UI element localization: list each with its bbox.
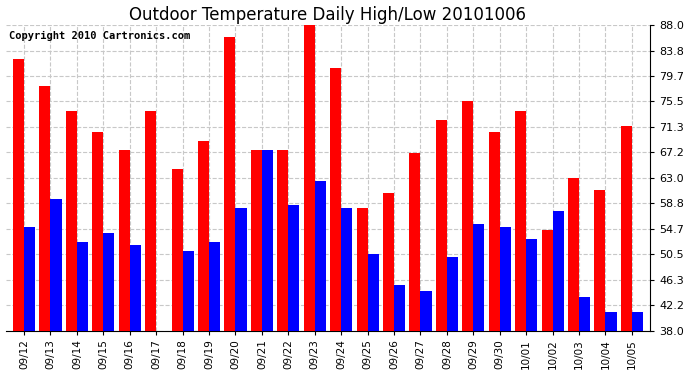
Bar bbox=[462, 102, 473, 330]
Bar bbox=[315, 181, 326, 330]
Bar bbox=[436, 120, 447, 330]
Bar bbox=[288, 206, 299, 330]
Bar bbox=[368, 254, 379, 330]
Bar bbox=[209, 242, 220, 330]
Text: Copyright 2010 Cartronics.com: Copyright 2010 Cartronics.com bbox=[9, 31, 190, 41]
Bar bbox=[24, 227, 35, 330]
Bar bbox=[383, 193, 394, 330]
Bar bbox=[579, 297, 590, 330]
Bar bbox=[473, 224, 484, 330]
Bar bbox=[489, 132, 500, 330]
Bar bbox=[447, 257, 458, 330]
Bar bbox=[104, 233, 115, 330]
Bar bbox=[262, 150, 273, 330]
Bar bbox=[594, 190, 606, 330]
Bar bbox=[198, 141, 209, 330]
Bar bbox=[145, 111, 156, 330]
Bar bbox=[621, 126, 632, 330]
Bar bbox=[526, 239, 538, 330]
Bar bbox=[357, 209, 368, 330]
Bar bbox=[77, 242, 88, 330]
Bar bbox=[13, 59, 24, 330]
Bar bbox=[172, 169, 183, 330]
Bar bbox=[119, 150, 130, 330]
Bar bbox=[330, 68, 341, 330]
Bar bbox=[500, 227, 511, 330]
Bar bbox=[409, 153, 420, 330]
Bar bbox=[632, 312, 643, 330]
Bar bbox=[224, 38, 235, 330]
Bar bbox=[304, 22, 315, 330]
Bar bbox=[341, 209, 353, 330]
Bar bbox=[183, 251, 194, 330]
Bar bbox=[515, 111, 526, 330]
Bar bbox=[277, 150, 288, 330]
Bar bbox=[606, 312, 617, 330]
Bar bbox=[50, 199, 61, 330]
Bar bbox=[235, 209, 246, 330]
Bar bbox=[542, 230, 553, 330]
Title: Outdoor Temperature Daily High/Low 20101006: Outdoor Temperature Daily High/Low 20101… bbox=[130, 6, 526, 24]
Bar bbox=[92, 132, 104, 330]
Bar bbox=[66, 111, 77, 330]
Bar bbox=[39, 86, 50, 330]
Bar bbox=[394, 285, 405, 330]
Bar bbox=[420, 291, 431, 330]
Bar bbox=[568, 178, 579, 330]
Bar bbox=[250, 150, 262, 330]
Bar bbox=[553, 211, 564, 330]
Bar bbox=[130, 245, 141, 330]
